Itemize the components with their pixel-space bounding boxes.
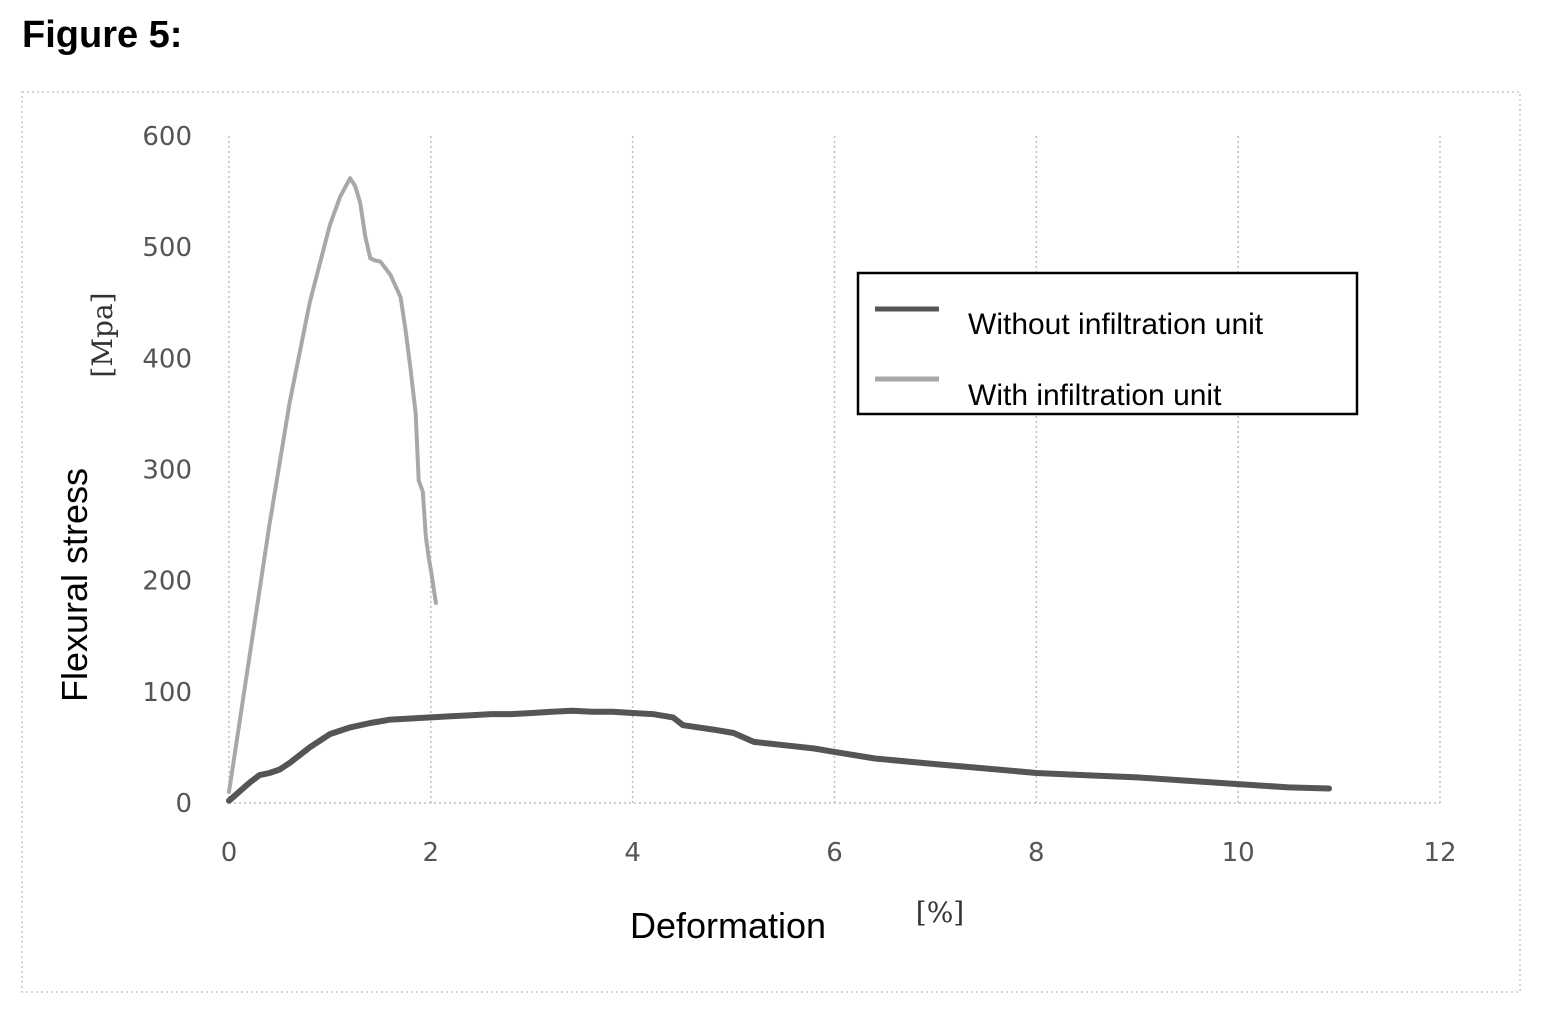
x-tick-label: 12 [1423, 838, 1456, 868]
grid-lines [228, 136, 1441, 804]
y-tick-label: 500 [142, 233, 192, 263]
y-tick-label: 300 [142, 456, 192, 486]
chart-frame [21, 91, 1521, 993]
x-tick-label: 4 [624, 838, 641, 868]
y-tick-label: 400 [142, 344, 192, 374]
figure-title: Figure 5: [22, 14, 183, 56]
series-line-with-infiltration [227, 176, 438, 794]
x-axis-title: Deformation [630, 905, 826, 946]
y-axis-title: Flexural stress [54, 468, 95, 702]
y-tick-label: 200 [142, 567, 192, 597]
x-tick-label: 2 [423, 838, 440, 868]
legend-label-with-infiltration: With infiltration unit [968, 379, 1222, 412]
x-axis-unit: [%] [916, 896, 964, 929]
series-line-without-infiltration [226, 707, 1332, 804]
legend-label-without-infiltration: Without infiltration unit [968, 308, 1264, 341]
series-lines [226, 176, 1332, 804]
x-tick-label: 10 [1222, 838, 1255, 868]
legend: Without infiltration unit With infiltrat… [856, 271, 1359, 416]
legend-box [856, 271, 1359, 416]
x-tick-label: 0 [221, 838, 238, 868]
x-tick-label: 6 [826, 838, 843, 868]
tick-labels: 0 2 4 6 8 10 12 0 100 200 300 400 500 600 [142, 122, 1456, 868]
x-tick-label: 8 [1028, 838, 1045, 868]
y-tick-label: 600 [142, 122, 192, 152]
y-tick-label: 0 [175, 789, 192, 819]
y-tick-label: 100 [142, 678, 192, 708]
y-axis-unit: [Mpa] [86, 292, 119, 377]
